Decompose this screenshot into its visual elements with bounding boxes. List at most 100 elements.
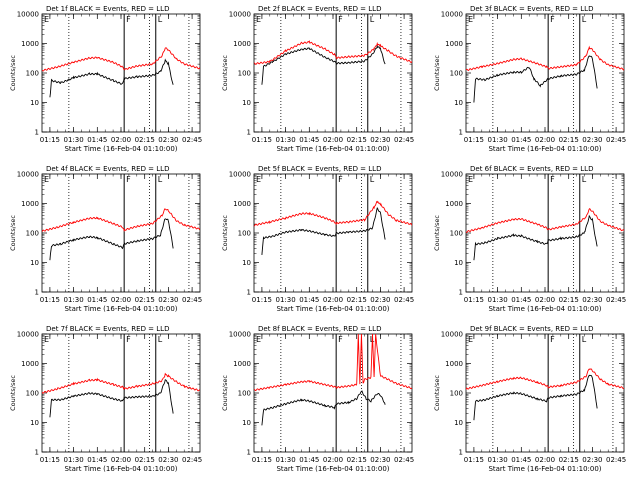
y-axis-label: Counts/sec [433, 55, 441, 91]
flag-label-L: L [158, 335, 163, 344]
x-tick-label: 02:30 [582, 296, 602, 304]
flag-label-E: E [256, 15, 261, 24]
x-tick-label: 01:15 [464, 136, 484, 144]
x-tick-label: 02:30 [582, 456, 602, 464]
x-tick-label: 02:15 [347, 456, 367, 464]
x-tick-label: 01:45 [299, 136, 319, 144]
y-tick-label: 10000 [441, 11, 463, 19]
panel-6: Det 6f BLACK = Events, RED = LLD 1 10 100 10… [433, 165, 626, 313]
axes-frame [253, 333, 413, 453]
y-tick-label: 1000 [445, 40, 463, 48]
y-tick-label: 10000 [441, 331, 463, 339]
flag-label-E: E [468, 175, 473, 184]
x-tick-label: 01:45 [511, 456, 531, 464]
flag-label-E: E [256, 175, 261, 184]
y-axis-label: Counts/sec [221, 55, 229, 91]
y-axis-label: Counts/sec [433, 375, 441, 411]
series-black-events-line [473, 374, 598, 421]
series-red-lld-line [42, 372, 200, 394]
y-tick-label: 1000 [21, 360, 39, 368]
y-tick-label: 1 [247, 129, 251, 137]
series-red-lld-line [254, 334, 412, 392]
x-tick-label: 01:30 [488, 296, 508, 304]
y-tick-label: 10 [242, 419, 251, 427]
series-black-events-line [473, 214, 598, 261]
x-tick-label: 01:15 [464, 456, 484, 464]
panel-9: Det 9f BLACK = Events, RED = LLD 1 10 100 10… [433, 325, 626, 473]
x-tick-label: 02:45 [606, 136, 626, 144]
y-tick-label: 1000 [445, 200, 463, 208]
x-tick-label: 01:30 [64, 136, 84, 144]
panel-title: Det 4f BLACK = Events, RED = LLD [46, 165, 169, 173]
x-tick-label: 02:15 [135, 456, 155, 464]
y-tick-label: 1 [459, 289, 463, 297]
panel-title: Det 9f BLACK = Events, RED = LLD [470, 325, 593, 333]
x-tick-label: 02:30 [370, 296, 390, 304]
y-tick-label: 1000 [445, 360, 463, 368]
y-tick-label: 1000 [21, 200, 39, 208]
x-axis-label: Start Time (16-Feb-04 01:10:00) [488, 145, 601, 153]
x-axis-label: Start Time (16-Feb-04 01:10:00) [488, 305, 601, 313]
x-tick-label: 02:30 [582, 136, 602, 144]
x-tick-label: 01:30 [64, 296, 84, 304]
x-tick-label: 02:45 [606, 296, 626, 304]
x-tick-label: 02:00 [323, 456, 343, 464]
y-tick-label: 10 [242, 99, 251, 107]
y-tick-label: 10 [454, 259, 463, 267]
y-tick-label: 1000 [233, 360, 251, 368]
x-tick-label: 02:15 [135, 136, 155, 144]
y-tick-label: 100 [26, 390, 39, 398]
flag-label-E: E [44, 15, 49, 24]
y-tick-label: 100 [238, 390, 251, 398]
y-tick-label: 10000 [17, 11, 39, 19]
flag-label-F: F [550, 335, 555, 344]
y-axis-label: Counts/sec [9, 375, 17, 411]
axes-frame [465, 333, 625, 453]
series-black-events-line [261, 45, 386, 85]
x-tick-label: 01:15 [40, 456, 60, 464]
x-tick-label: 02:45 [606, 456, 626, 464]
y-tick-label: 100 [450, 70, 463, 78]
x-axis-label: Start Time (16-Feb-04 01:10:00) [488, 465, 601, 473]
y-tick-label: 10000 [441, 171, 463, 179]
flag-label-F: F [338, 175, 343, 184]
panel-2: Det 2f BLACK = Events, RED = LLD 1 10 100 10… [221, 5, 414, 153]
x-tick-label: 02:45 [394, 136, 414, 144]
axes-frame [41, 13, 201, 133]
y-tick-label: 10 [242, 259, 251, 267]
x-tick-label: 02:15 [559, 296, 579, 304]
x-tick-label: 02:45 [394, 456, 414, 464]
x-tick-label: 02:30 [158, 296, 178, 304]
x-tick-label: 01:45 [299, 296, 319, 304]
x-tick-label: 02:00 [111, 296, 131, 304]
x-tick-label: 01:15 [40, 136, 60, 144]
panel-8: Det 8f BLACK = Events, RED = LLD 1 10 100 10… [221, 325, 414, 473]
series-black-events-line [473, 55, 598, 103]
panel-3: Det 3f BLACK = Events, RED = LLD 1 10 100 10… [433, 5, 626, 153]
y-tick-label: 1000 [233, 200, 251, 208]
flag-label-E: E [468, 15, 473, 24]
series-red-lld-line [466, 208, 624, 233]
x-tick-label: 02:15 [135, 296, 155, 304]
x-tick-label: 02:30 [370, 136, 390, 144]
y-axis-label: Counts/sec [221, 375, 229, 411]
x-tick-label: 02:45 [182, 136, 202, 144]
panel-title: Det 2f BLACK = Events, RED = LLD [258, 5, 381, 13]
panel-1: Det 1f BLACK = Events, RED = LLD 1 10 100 10… [9, 5, 202, 153]
x-tick-label: 01:15 [464, 296, 484, 304]
flag-label-F: F [550, 175, 555, 184]
flag-label-F: F [126, 175, 131, 184]
x-tick-label: 02:00 [535, 456, 555, 464]
x-tick-label: 01:30 [488, 136, 508, 144]
flag-label-F: F [550, 15, 555, 24]
x-axis-label: Start Time (16-Feb-04 01:10:00) [64, 305, 177, 313]
series-red-lld-line [254, 200, 412, 227]
x-axis-label: Start Time (16-Feb-04 01:10:00) [276, 305, 389, 313]
x-tick-label: 01:15 [252, 136, 272, 144]
x-tick-label: 02:15 [347, 296, 367, 304]
series-black-events-line [49, 218, 174, 261]
x-tick-label: 01:45 [299, 456, 319, 464]
y-tick-label: 1 [35, 129, 39, 137]
series-red-lld-line [466, 368, 624, 390]
